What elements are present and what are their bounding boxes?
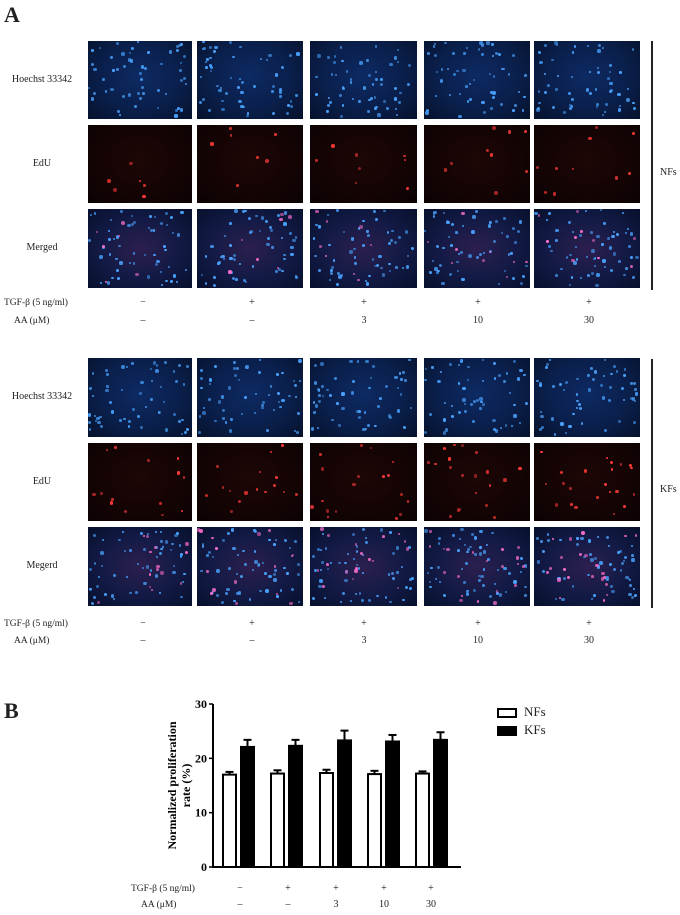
bar-nfs-2 (270, 772, 285, 868)
kfs-merged-image-5 (534, 527, 640, 606)
kfs-tgf-value-4: + (475, 618, 481, 629)
bar-nfs-1 (222, 773, 237, 868)
nfs-aa-value-4: 10 (473, 315, 483, 326)
y-tick-label: 20 (195, 751, 207, 765)
nfs-tgf-value-4: + (475, 297, 481, 308)
kfs-hoechst-image-2 (197, 358, 303, 437)
legend-label-kfs: KFs (524, 722, 546, 737)
kfs-merged-image-3 (310, 527, 417, 606)
nfs-merged-image-5 (534, 209, 640, 288)
y-axis-label: Normalized proliferationrate (%) (165, 721, 193, 849)
kfs-edu-image-4 (424, 443, 530, 521)
group-label-kfs: KFs (660, 484, 677, 495)
kfs-aa-value-3: 3 (361, 635, 367, 646)
nfs-tgf-label: TGF-β (5 ng/ml) (4, 298, 68, 308)
nfs-aa-label: AA (μM) (14, 316, 50, 326)
bar-kfs-1 (240, 745, 255, 868)
row-label-hoechst: Hoechst 33342 (11, 74, 73, 85)
kfs-merged-image-4 (424, 527, 530, 606)
kfs-aa-label: AA (μM) (14, 636, 50, 646)
nfs-hoechst-image-3 (310, 41, 417, 119)
panel-b-label: B (4, 698, 19, 723)
chart-tgf-label: TGF-β (5 ng/ml) (131, 884, 195, 894)
nfs-tgf-value-2: + (249, 297, 255, 308)
nfs-aa-value-1: – (140, 315, 146, 326)
nfs-merged-image-2 (197, 209, 303, 288)
nfs-tgf-value-3: + (361, 297, 367, 308)
row-label-hoechst: Hoechst 33342 (11, 391, 73, 402)
nfs-merged-image-1 (88, 209, 192, 288)
nfs-hoechst-image-5 (534, 41, 640, 119)
nfs-edu-image-1 (88, 125, 192, 203)
chart-aa-value-3: 3 (333, 899, 339, 910)
kfs-edu-image-3 (310, 443, 417, 521)
row-label-edu: EdU (32, 476, 52, 487)
nfs-merged-image-4 (424, 209, 530, 288)
legend-swatch-nfs (497, 708, 517, 718)
kfs-aa-value-4: 10 (473, 635, 483, 646)
row-label-merged: Merged (26, 242, 58, 253)
y-tick-label: 0 (201, 860, 207, 874)
bar-kfs-5 (433, 738, 448, 868)
chart-tgf-value-3: + (333, 883, 339, 894)
bar-kfs-2 (288, 744, 303, 868)
kfs-hoechst-image-5 (534, 358, 640, 437)
kfs-merged-image-2 (197, 527, 303, 606)
nfs-edu-image-3 (310, 125, 417, 203)
legend-label-nfs: NFs (524, 704, 546, 719)
kfs-tgf-value-1: − (140, 618, 146, 629)
y-tick-label: 30 (195, 697, 207, 711)
kfs-tgf-value-5: + (586, 618, 592, 629)
kfs-aa-value-5: 30 (584, 635, 594, 646)
kfs-tgf-value-3: + (361, 618, 367, 629)
kfs-tgf-label: TGF-β (5 ng/ml) (4, 619, 68, 629)
nfs-hoechst-image-2 (197, 41, 303, 119)
chart-aa-value-4: 10 (379, 899, 389, 910)
chart-tgf-value-2: + (285, 883, 291, 894)
chart-tgf-value-1: − (237, 883, 243, 894)
kfs-aa-value-1: – (140, 635, 146, 646)
nfs-aa-value-5: 30 (584, 315, 594, 326)
kfs-edu-image-5 (534, 443, 640, 521)
kfs-edu-image-2 (197, 443, 303, 521)
chart-tgf-value-4: + (381, 883, 387, 894)
chart-tgf-value-5: + (428, 883, 434, 894)
row-label-edu: EdU (32, 158, 52, 169)
row-label-merged: Megerd (26, 560, 58, 571)
kfs-hoechst-image-4 (424, 358, 530, 437)
kfs-edu-image-1 (88, 443, 192, 521)
group-label-nfs: NFs (660, 167, 677, 178)
nfs-hoechst-image-4 (424, 41, 530, 119)
legend-swatch-kfs (497, 726, 517, 736)
bar-nfs-3 (319, 772, 334, 868)
bar-nfs-5 (415, 772, 430, 868)
kfs-aa-value-2: – (249, 635, 255, 646)
nfs-edu-image-4 (424, 125, 530, 203)
chart-aa-value-2: – (285, 899, 291, 910)
nfs-hoechst-image-1 (88, 41, 192, 119)
kfs-merged-image-1 (88, 527, 192, 606)
y-tick-label: 10 (195, 806, 207, 820)
nfs-edu-image-2 (197, 125, 303, 203)
nfs-aa-value-3: 3 (361, 315, 367, 326)
nfs-tgf-value-5: + (586, 297, 592, 308)
bar-nfs-4 (367, 773, 382, 868)
nfs-tgf-value-1: − (140, 297, 146, 308)
nfs-merged-image-3 (310, 209, 417, 288)
kfs-bracket (651, 359, 653, 608)
nfs-bracket (651, 41, 653, 290)
bar-kfs-3 (337, 739, 352, 868)
bar-kfs-4 (385, 740, 400, 869)
kfs-hoechst-image-3 (310, 358, 417, 437)
nfs-aa-value-2: – (249, 315, 255, 326)
chart-aa-value-5: 30 (426, 899, 436, 910)
kfs-tgf-value-2: + (249, 618, 255, 629)
kfs-hoechst-image-1 (88, 358, 192, 437)
nfs-edu-image-5 (534, 125, 640, 203)
chart-aa-label: AA (μM) (141, 900, 177, 910)
panel-a-label: A (4, 2, 20, 27)
chart-aa-value-1: – (237, 899, 243, 910)
